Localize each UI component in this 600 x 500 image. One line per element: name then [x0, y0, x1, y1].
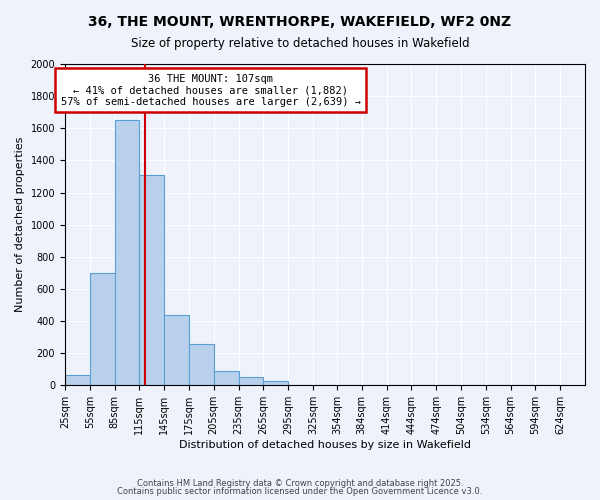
Text: Contains HM Land Registry data © Crown copyright and database right 2025.: Contains HM Land Registry data © Crown c…	[137, 478, 463, 488]
Text: Size of property relative to detached houses in Wakefield: Size of property relative to detached ho…	[131, 38, 469, 51]
Bar	[139, 175, 164, 386]
Bar	[164, 314, 189, 386]
Bar	[65, 375, 90, 386]
Bar	[115, 120, 139, 386]
X-axis label: Distribution of detached houses by size in Wakefield: Distribution of detached houses by size …	[179, 440, 471, 450]
Bar	[263, 382, 288, 386]
Text: 36, THE MOUNT, WRENTHORPE, WAKEFIELD, WF2 0NZ: 36, THE MOUNT, WRENTHORPE, WAKEFIELD, WF…	[88, 15, 512, 29]
Bar	[90, 273, 115, 386]
Bar	[189, 344, 214, 386]
Text: 36 THE MOUNT: 107sqm
← 41% of detached houses are smaller (1,882)
57% of semi-de: 36 THE MOUNT: 107sqm ← 41% of detached h…	[61, 74, 361, 107]
Bar	[214, 371, 239, 386]
Y-axis label: Number of detached properties: Number of detached properties	[15, 137, 25, 312]
Text: Contains public sector information licensed under the Open Government Licence v3: Contains public sector information licen…	[118, 487, 482, 496]
Bar	[239, 378, 263, 386]
